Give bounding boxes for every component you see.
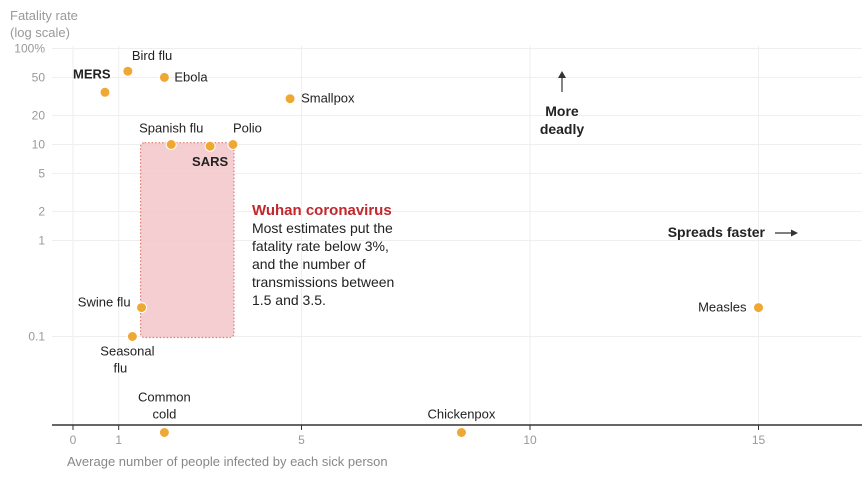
point-swine-flu: [136, 302, 148, 314]
annotation-body-line: transmissions between: [252, 274, 394, 290]
point-label-chickenpox: Chickenpox: [427, 407, 495, 422]
right-arrow-head: [791, 229, 798, 237]
spreads-faster-label: Spreads faster: [668, 224, 766, 240]
annotation-body-line: 1.5 and 3.5.: [252, 292, 326, 308]
more-deadly-label: deadly: [540, 121, 585, 137]
y-tick-label: 100%: [14, 42, 45, 56]
point-label-polio: Polio: [233, 121, 262, 136]
coronavirus-estimate-region: [139, 142, 235, 339]
point-measles: [753, 302, 764, 314]
x-tick-label: 1: [115, 433, 122, 447]
point-sars: [204, 140, 216, 152]
point-label-smallpox: Smallpox: [301, 91, 355, 106]
y-tick-label: 50: [32, 70, 46, 84]
annotation-body-line: and the number of: [252, 256, 366, 272]
y-axis-title: Fatality rate: [10, 8, 78, 23]
x-tick-label: 10: [523, 433, 537, 447]
point-common-cold: [158, 427, 170, 438]
x-tick-label: 0: [70, 433, 77, 447]
point-seasonal-flu: [126, 331, 138, 342]
point-label-ebola: Ebola: [174, 69, 208, 84]
point-label-seasonal-flu: flu: [114, 361, 128, 376]
point-label-swine-flu: Swine flu: [78, 295, 131, 310]
y-tick-label: 1: [38, 234, 45, 248]
y-axis-title: (log scale): [10, 25, 70, 40]
point-label-spanish-flu: Spanish flu: [139, 121, 203, 136]
point-labels: Bird flu MERS Ebola Smallpox Spanish flu SARS…: [73, 48, 747, 421]
point-bird-flu: [122, 65, 134, 77]
point-label-common-cold: Common: [138, 390, 191, 405]
point-label-seasonal-flu: Seasonal: [100, 344, 154, 359]
point-ebola: [158, 71, 170, 83]
point-label-sars: SARS: [192, 154, 228, 169]
y-tick-label: 20: [32, 109, 46, 123]
point-chickenpox: [455, 427, 467, 438]
point-polio: [227, 139, 239, 150]
data-points: [99, 65, 764, 438]
y-tick-label: 5: [38, 166, 45, 180]
annotation-body-line: fatality rate below 3%,: [252, 238, 389, 254]
point-label-common-cold: cold: [152, 407, 176, 422]
coronavirus-region-box: [139, 142, 235, 339]
point-label-bird-flu: Bird flu: [132, 48, 172, 63]
more-deadly-label: More: [545, 103, 579, 119]
point-label-measles: Measles: [698, 300, 747, 315]
x-tick-label: 15: [752, 433, 766, 447]
annotation-body-line: Most estimates put the: [252, 220, 393, 236]
x-axis-title: Average number of people infected by eac…: [67, 454, 388, 469]
x-tick-label: 5: [298, 433, 305, 447]
point-label-mers: MERS: [73, 66, 111, 81]
y-tick-label: 10: [32, 138, 46, 152]
y-tick-label: 0.1: [28, 330, 45, 344]
point-spanish-flu: [165, 139, 177, 150]
point-mers: [99, 86, 111, 98]
up-arrow-head: [558, 71, 566, 78]
point-smallpox: [284, 93, 296, 105]
annotation-title: Wuhan coronavirus: [252, 202, 392, 219]
y-tick-label: 2: [38, 205, 45, 219]
